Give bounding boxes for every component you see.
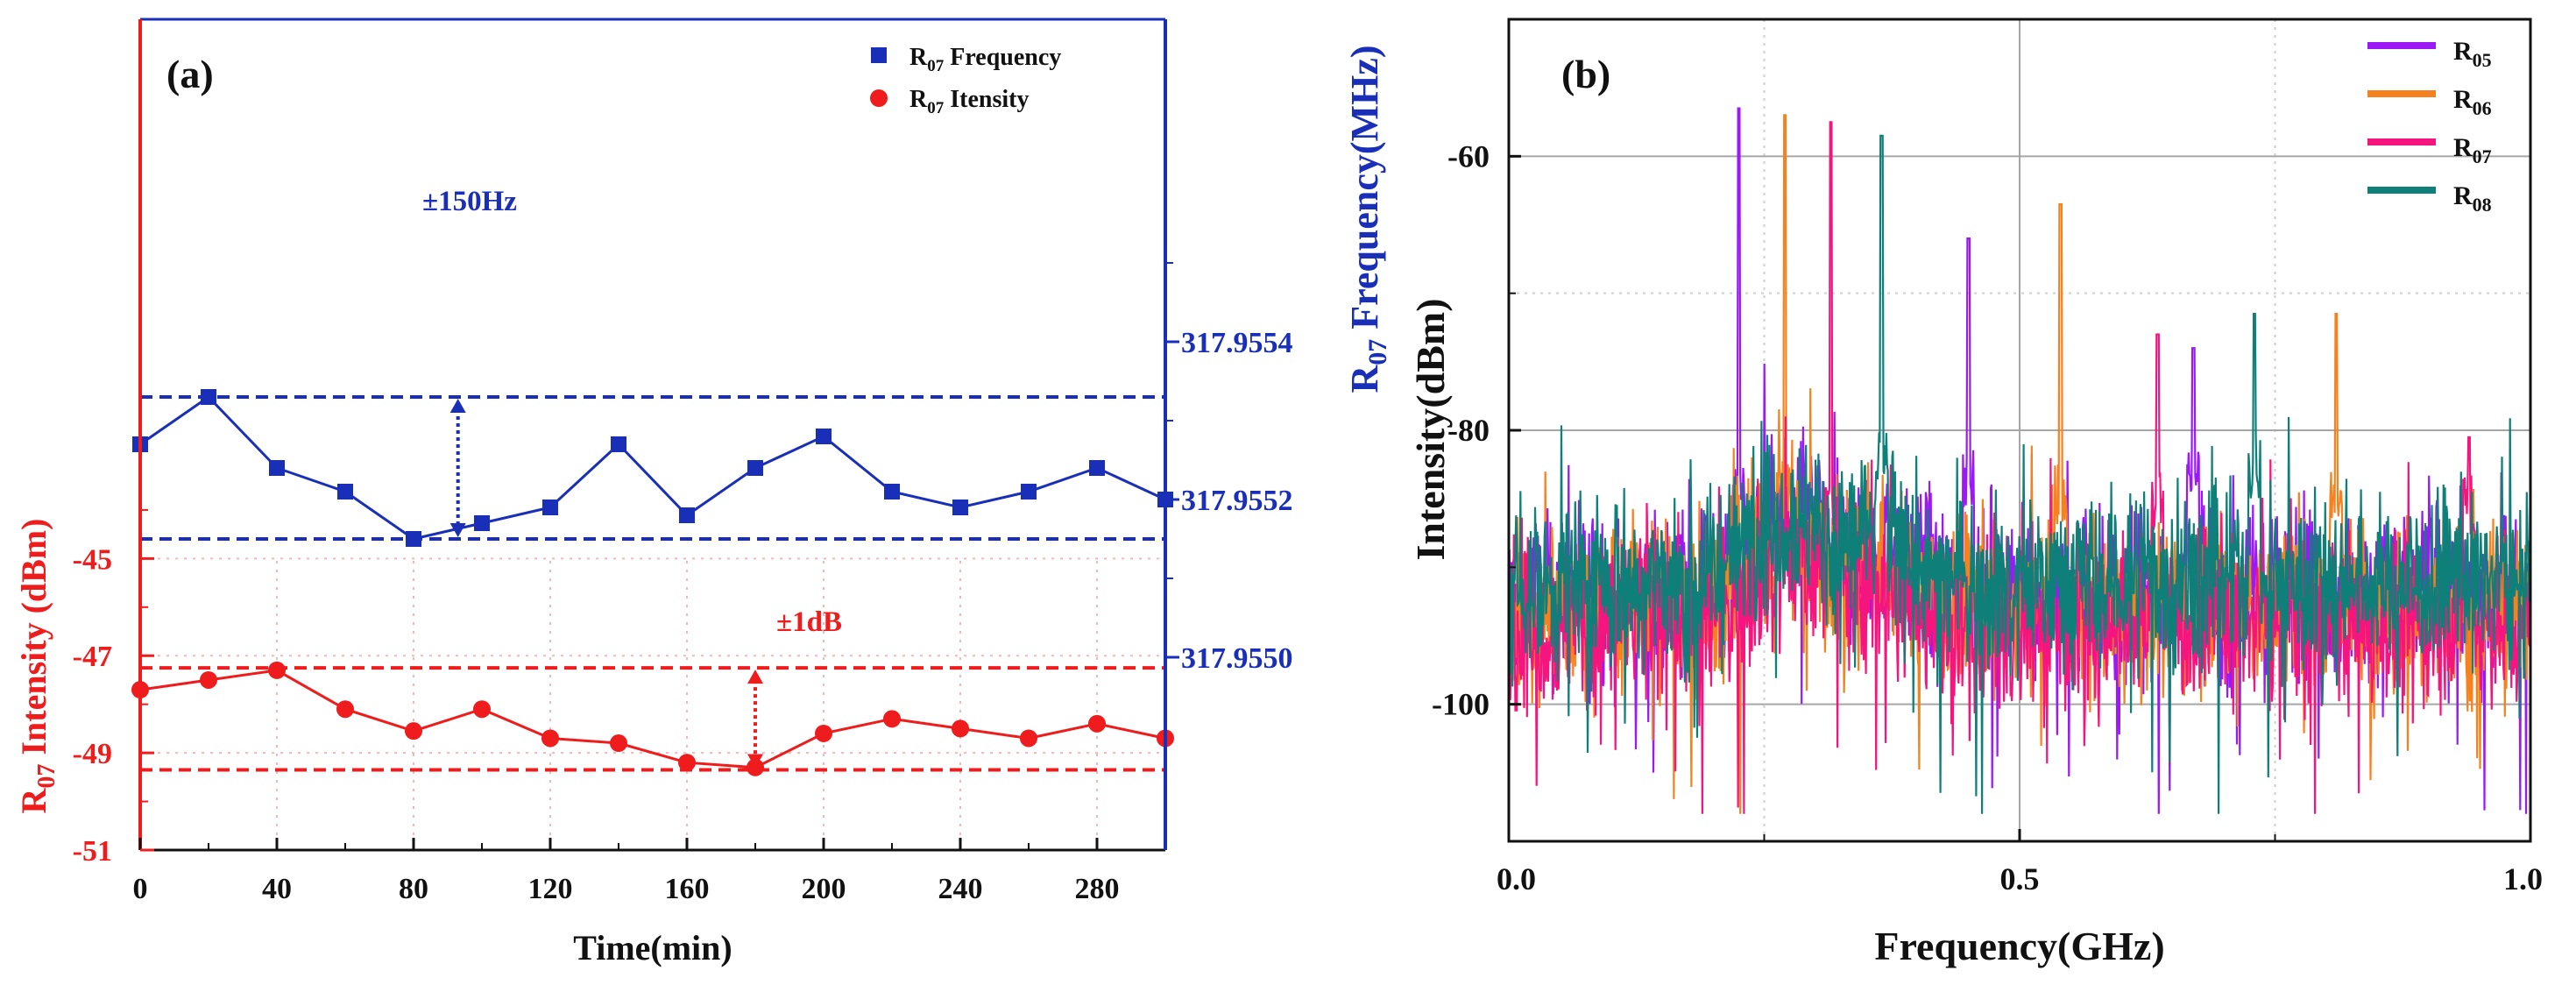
intensity-point xyxy=(473,700,491,719)
y-tick-label-b: -100 xyxy=(1432,687,1490,722)
frequency-point xyxy=(201,389,216,405)
panel-b-ticks: 0.0 0.5 1.0 -60 -80 -100 xyxy=(1432,138,2543,896)
intensity-band-label: ±1dB xyxy=(776,606,842,638)
intensity-point xyxy=(883,710,901,728)
y-tick-label-b: -60 xyxy=(1447,138,1490,174)
legend-label-r08: R08 xyxy=(2453,181,2492,216)
left-tick-label-a: -51 xyxy=(73,835,112,868)
freq-arrow-head-up xyxy=(449,399,466,413)
intensity-point xyxy=(268,661,286,679)
x-tick-label-a: 160 xyxy=(665,873,710,905)
spectrum-r08 xyxy=(1507,134,2532,814)
left-tick-label-a: -49 xyxy=(73,738,112,770)
left-tick-label-a: -47 xyxy=(73,641,112,673)
right-tick-label-a: 317.9554 xyxy=(1181,327,1293,359)
panel-b-y-axis-title: Intensity(dBm) xyxy=(1408,298,1453,560)
y-tick-label-b: -80 xyxy=(1447,413,1490,448)
frequency-point xyxy=(337,484,353,500)
intensity-series-line xyxy=(139,669,1166,769)
x-tick-label-a: 80 xyxy=(399,873,428,905)
x-tick-label-a: 200 xyxy=(802,873,846,905)
legend-frequency-label: R07 Frequency xyxy=(909,44,1061,75)
legend-marker-frequency xyxy=(871,47,887,63)
frequency-point xyxy=(542,500,558,515)
intensity-point xyxy=(815,724,832,742)
panel-a-legend: R07 Frequency R07 Itensity xyxy=(870,44,1061,117)
panel-a-x-axis-title: Time(min) xyxy=(573,928,732,967)
frequency-point xyxy=(611,436,626,452)
panel-a-gridlines xyxy=(140,557,1165,851)
spectrum-r07 xyxy=(1507,121,2532,814)
frequency-point xyxy=(679,507,695,523)
x-tick-label-a: 120 xyxy=(528,873,573,905)
legend-label-r07: R07 xyxy=(2453,133,2492,167)
panel-b-x-axis-title: Frequency(GHz) xyxy=(1874,924,2164,968)
freq-band-label: ±150Hz xyxy=(422,186,517,217)
right-tick-label-a: 317.9552 xyxy=(1181,485,1293,517)
x-tick-label-a: 280 xyxy=(1075,873,1120,905)
intensity-point xyxy=(952,719,969,738)
x-tick-label-b: 0.5 xyxy=(2000,861,2040,896)
legend-label-r06: R06 xyxy=(2453,85,2492,119)
frequency-point xyxy=(269,460,285,476)
panel-b: 0.0 0.5 1.0-60-80-100 (b) R05 R06 R07 R08 … xyxy=(1408,18,2543,968)
panel-b-series xyxy=(1507,107,2532,814)
panel-a: 0 40 80 120 160 200 240 280 -45 -47 -49 -51 317.9554… xyxy=(14,18,1392,967)
intensity-point xyxy=(610,734,627,753)
intensity-point xyxy=(678,754,696,772)
panel-b-legend: R05 R06 R07 R08 xyxy=(2367,37,2492,216)
intensity-point xyxy=(1020,729,1037,748)
panel-a-left-axis-title: R07 Intensity (dBm) xyxy=(14,519,60,814)
legend-label-r05: R05 xyxy=(2453,37,2492,71)
intensity-point xyxy=(200,670,217,689)
frequency-point xyxy=(1089,460,1105,476)
intensity-point xyxy=(747,758,764,776)
legend-marker-intensity xyxy=(870,89,888,107)
frequency-point xyxy=(747,460,763,476)
intensity-point xyxy=(1088,714,1106,733)
panel-a-ticks: 0 40 80 120 160 200 240 280 -45 -47 -49 -51 317.9554… xyxy=(73,262,1293,905)
x-tick-label-a: 240 xyxy=(938,873,983,905)
frequency-point xyxy=(1021,484,1037,500)
intensity-point xyxy=(541,729,559,748)
left-tick-label-a: -45 xyxy=(73,543,112,576)
intensity-point xyxy=(336,700,354,719)
panel-a-label: (a) xyxy=(166,52,214,96)
x-tick-label-a: 40 xyxy=(262,873,292,905)
x-tick-label-b: 0.0 xyxy=(1497,861,1536,896)
panel-a-right-axis-title: R07 Frequency(MHz) xyxy=(1343,46,1392,393)
right-tick-label-a: 317.9550 xyxy=(1181,642,1293,675)
panel-a-series xyxy=(131,389,1174,776)
x-tick-label-b: 1.0 xyxy=(2503,861,2543,896)
frequency-point xyxy=(474,515,490,531)
frequency-series-line xyxy=(139,395,1166,541)
panel-b-label: (b) xyxy=(1561,52,1610,96)
frequency-point xyxy=(952,500,968,515)
panel-a-bands xyxy=(140,395,1165,772)
legend-intensity-label: R07 Itensity xyxy=(909,86,1029,117)
intensity-arrow-head-up xyxy=(747,670,763,684)
frequency-point xyxy=(884,484,900,500)
frequency-point xyxy=(816,429,832,444)
x-tick-label-a: 0 xyxy=(133,873,148,905)
frequency-point xyxy=(406,531,421,547)
intensity-point xyxy=(405,722,422,741)
